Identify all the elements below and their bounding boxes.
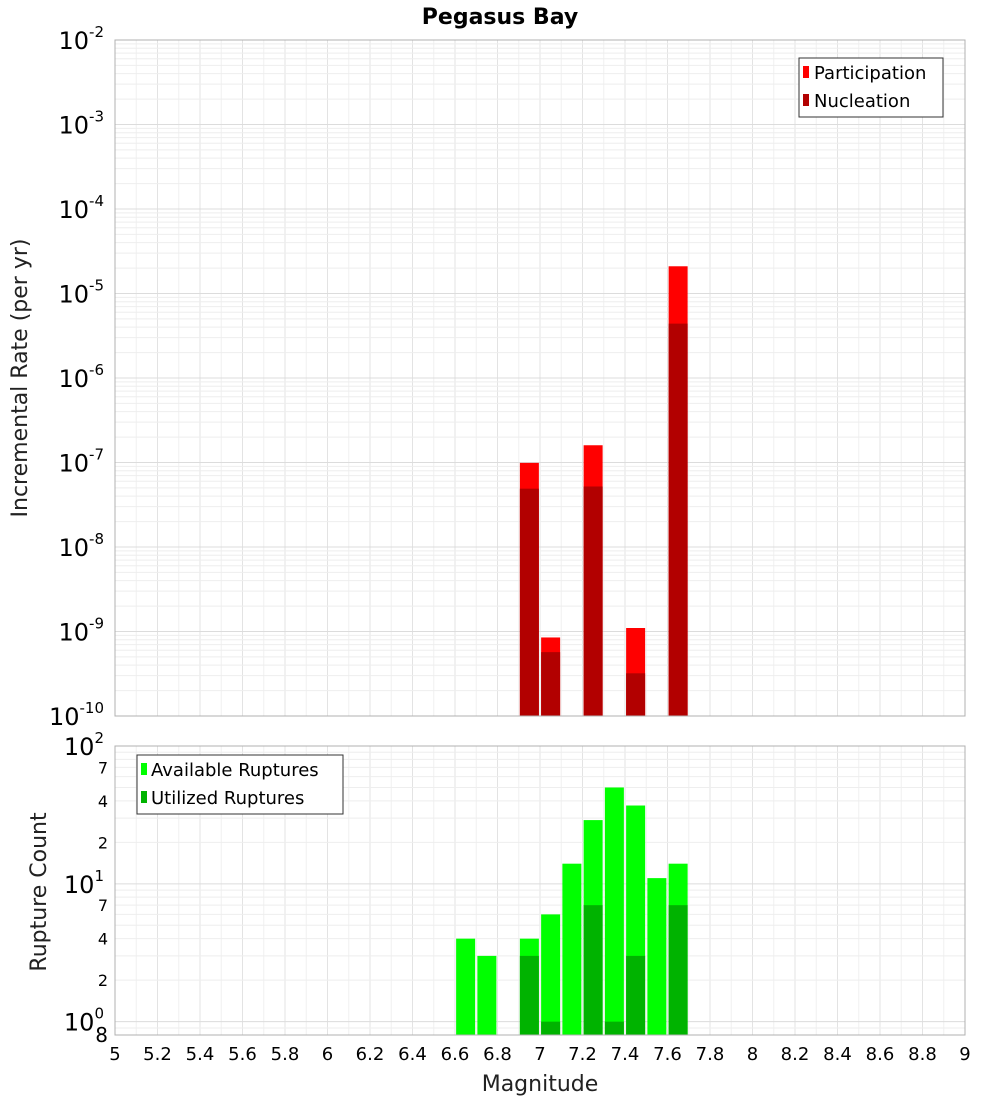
top-y-tick-label: 10-2	[58, 23, 104, 55]
bottom-y-tick-label: 100	[64, 1005, 104, 1037]
x-tick-label: 5.2	[143, 1044, 172, 1065]
x-tick-label: 5.4	[186, 1044, 215, 1065]
available-ruptures-bar	[541, 914, 561, 1035]
x-tick-label: 8.6	[866, 1044, 895, 1065]
bottom-plot	[114, 745, 966, 1036]
bottom-y-axis-label: Rupture Count	[27, 812, 52, 972]
bottom-y-tick-label: 7	[98, 758, 108, 777]
x-tick-label: 6	[322, 1044, 333, 1065]
bottom-y-tick-label: 4	[98, 930, 108, 949]
top-y-tick-label: 10-8	[58, 530, 104, 562]
utilized-ruptures-bar	[541, 1021, 561, 1035]
utilized-ruptures-bar	[668, 905, 688, 1035]
top-y-tick-label: 10-10	[49, 699, 104, 731]
x-tick-label: 8.4	[823, 1044, 852, 1065]
bottom-y-tick-label: 8	[95, 1023, 108, 1047]
top-y-tick-label: 10-4	[58, 192, 104, 224]
available-ruptures-bar	[562, 863, 582, 1035]
legend-swatch-nucleation	[803, 94, 809, 106]
top-y-tick-label: 10-7	[58, 446, 104, 478]
bottom-y-tick-label: 4	[98, 792, 108, 811]
nucleation-bar	[583, 486, 603, 716]
bottom-y-tick-label: 2	[98, 833, 108, 852]
available-ruptures-bar	[604, 787, 624, 1035]
x-tick-label: 6.2	[356, 1044, 385, 1065]
x-tick-label: 7.2	[568, 1044, 597, 1065]
top-plot	[114, 39, 966, 717]
top-y-tick-label: 10-6	[58, 361, 104, 393]
x-tick-label: 7.4	[611, 1044, 640, 1065]
x-tick-label: 5.6	[228, 1044, 257, 1065]
bottom-legend: Available Ruptures Utilized Ruptures	[136, 754, 344, 815]
chart-title: Pegasus Bay	[422, 5, 578, 30]
nucleation-bar	[541, 652, 561, 716]
legend-label-nucleation: Nucleation	[814, 91, 910, 112]
legend-swatch-participation	[803, 66, 809, 78]
legend-swatch-utilized-ruptures	[141, 791, 147, 803]
utilized-ruptures-bar	[626, 955, 646, 1035]
bottom-y-tick-label: 2	[98, 971, 108, 990]
available-ruptures-bar	[647, 878, 667, 1035]
x-tick-label: 6.8	[483, 1044, 512, 1065]
x-tick-label: 8	[747, 1044, 758, 1065]
x-tick-label: 7.6	[653, 1044, 682, 1065]
available-ruptures-bar	[477, 955, 497, 1035]
bottom-y-tick-label: 102	[64, 729, 104, 761]
top-legend: Participation Nucleation	[798, 57, 944, 118]
x-tick-label: 7.8	[696, 1044, 725, 1065]
x-tick-label: 7	[534, 1044, 545, 1065]
x-tick-label: 8.2	[781, 1044, 810, 1065]
bottom-plot-border	[114, 745, 966, 1036]
utilized-ruptures-bar	[583, 905, 603, 1035]
top-y-axis-label: Incremental Rate (per yr)	[8, 239, 33, 518]
nucleation-bar	[668, 323, 688, 716]
nucleation-bar	[626, 673, 646, 716]
utilized-ruptures-bar	[604, 1021, 624, 1035]
top-y-tick-label: 10-3	[58, 108, 104, 140]
x-tick-label: 9	[959, 1044, 970, 1065]
legend-swatch-available-ruptures	[141, 763, 147, 775]
top-y-tick-label: 10-9	[58, 615, 104, 647]
x-tick-label: 6.4	[398, 1044, 427, 1065]
nucleation-bar	[519, 488, 539, 716]
legend-label-available-ruptures: Available Ruptures	[151, 760, 319, 781]
x-axis-label: Magnitude	[482, 1072, 599, 1097]
bottom-y-tick-label: 101	[64, 867, 104, 899]
x-tick-label: 6.6	[441, 1044, 470, 1065]
x-tick-label: 8.8	[908, 1044, 937, 1065]
top-plot-border	[114, 39, 966, 717]
bottom-y-tick-label: 7	[98, 896, 108, 915]
legend-label-utilized-ruptures: Utilized Ruptures	[151, 788, 304, 809]
bottom-legend-box	[136, 754, 344, 815]
available-ruptures-bar	[456, 938, 476, 1035]
x-tick-label: 5	[109, 1044, 120, 1065]
top-legend-box	[798, 57, 944, 118]
utilized-ruptures-bar	[519, 955, 539, 1035]
top-y-tick-label: 10-5	[58, 277, 104, 309]
x-tick-label: 5.8	[271, 1044, 300, 1065]
legend-label-participation: Participation	[814, 63, 926, 84]
